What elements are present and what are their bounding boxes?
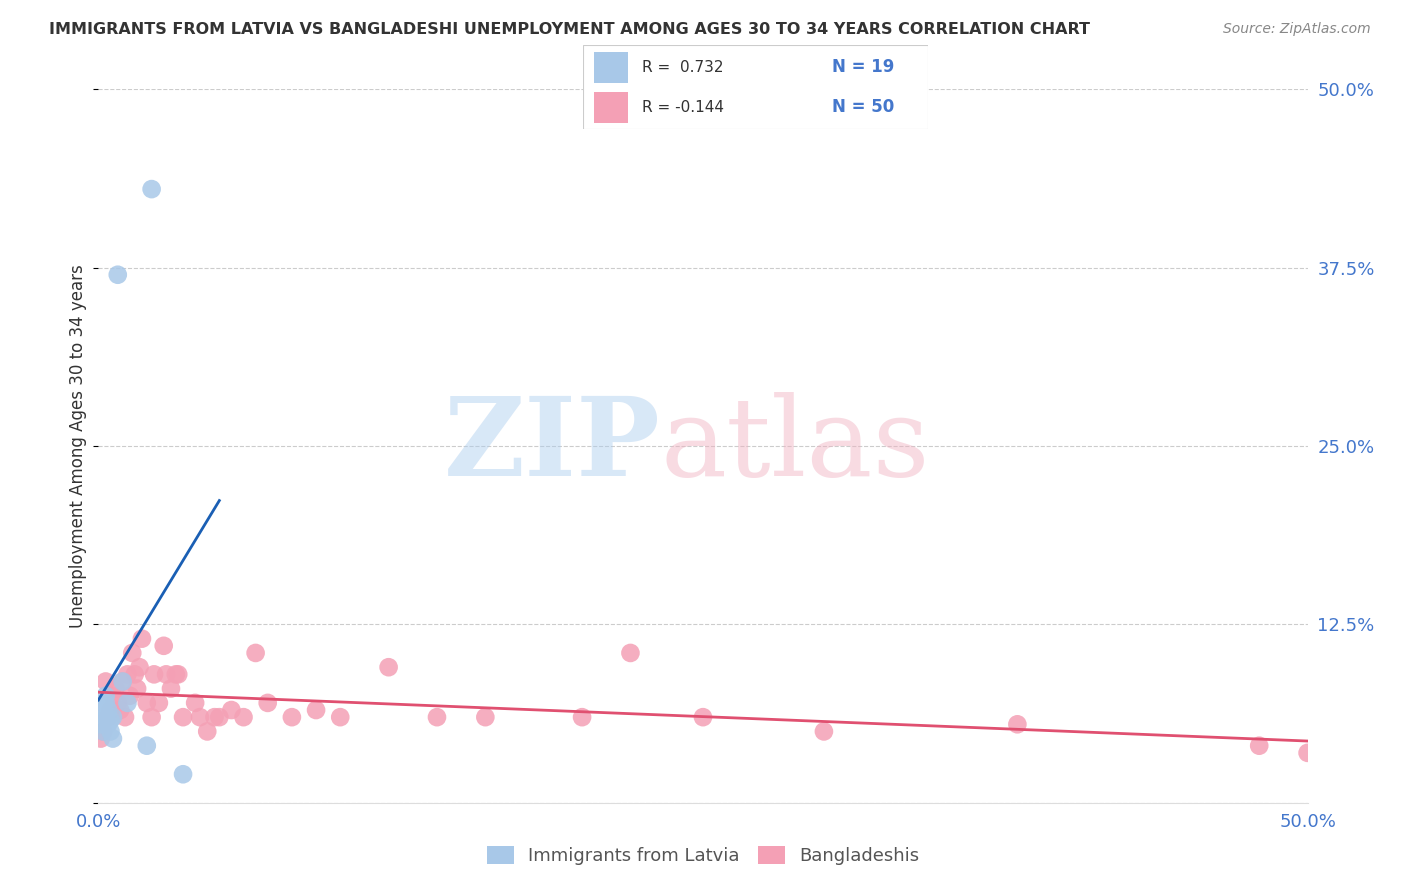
Point [91, 724, 114, 739]
Bar [593, 53, 628, 83]
Point [232, 710, 254, 724]
Point [1007, 717, 1029, 731]
Point [426, 710, 449, 724]
Point [141, 710, 163, 724]
Point [94, 689, 117, 703]
Point [208, 710, 231, 724]
Bar [593, 92, 628, 122]
Point [619, 646, 641, 660]
Point [101, 689, 124, 703]
Point [127, 681, 149, 696]
Text: N = 19: N = 19 [831, 59, 894, 77]
Point [141, 182, 163, 196]
Point [329, 710, 352, 724]
Point [188, 710, 211, 724]
Point [143, 667, 166, 681]
Point [111, 674, 134, 689]
Point [90, 731, 112, 746]
Point [117, 667, 139, 681]
Point [155, 667, 177, 681]
Point [128, 660, 150, 674]
Point [1249, 739, 1271, 753]
Point [245, 646, 267, 660]
Point [101, 731, 124, 746]
Point [167, 667, 190, 681]
Legend: Immigrants from Latvia, Bangladeshis: Immigrants from Latvia, Bangladeshis [479, 838, 927, 872]
Point [100, 703, 122, 717]
Point [94, 674, 117, 689]
Point [111, 674, 134, 689]
Point [1296, 746, 1319, 760]
Point [101, 710, 124, 724]
Point [131, 632, 153, 646]
Point [114, 710, 136, 724]
Point [165, 667, 187, 681]
Point [118, 689, 141, 703]
Point [184, 696, 207, 710]
Point [172, 710, 194, 724]
Point [100, 713, 122, 727]
Text: atlas: atlas [661, 392, 931, 500]
Point [813, 724, 835, 739]
Point [160, 681, 183, 696]
Point [571, 710, 593, 724]
Point [90, 703, 112, 717]
Point [474, 710, 496, 724]
Point [100, 724, 122, 739]
Point [692, 710, 714, 724]
Point [107, 696, 129, 710]
Point [104, 681, 127, 696]
Point [135, 739, 157, 753]
Point [91, 724, 114, 739]
Point [221, 703, 243, 717]
Point [107, 268, 129, 282]
Point [117, 696, 139, 710]
Point [97, 717, 120, 731]
Point [121, 646, 143, 660]
Point [148, 696, 170, 710]
Point [97, 703, 120, 717]
Text: R =  0.732: R = 0.732 [643, 60, 724, 75]
Point [195, 724, 218, 739]
Point [305, 703, 328, 717]
Point [90, 717, 112, 731]
Point [172, 767, 194, 781]
Point [377, 660, 399, 674]
Point [108, 703, 131, 717]
Y-axis label: Unemployment Among Ages 30 to 34 years: Unemployment Among Ages 30 to 34 years [69, 264, 87, 628]
Point [94, 696, 117, 710]
Point [91, 696, 114, 710]
Point [204, 710, 226, 724]
Text: Source: ZipAtlas.com: Source: ZipAtlas.com [1223, 22, 1371, 37]
Text: N = 50: N = 50 [831, 98, 894, 116]
Text: ZIP: ZIP [444, 392, 661, 500]
Point [124, 667, 146, 681]
Point [281, 710, 304, 724]
Point [256, 696, 278, 710]
Text: IMMIGRANTS FROM LATVIA VS BANGLADESHI UNEMPLOYMENT AMONG AGES 30 TO 34 YEARS COR: IMMIGRANTS FROM LATVIA VS BANGLADESHI UN… [49, 22, 1090, 37]
Text: R = -0.144: R = -0.144 [643, 100, 724, 115]
Point [152, 639, 174, 653]
Point [94, 710, 117, 724]
Point [135, 696, 157, 710]
Point [97, 710, 120, 724]
